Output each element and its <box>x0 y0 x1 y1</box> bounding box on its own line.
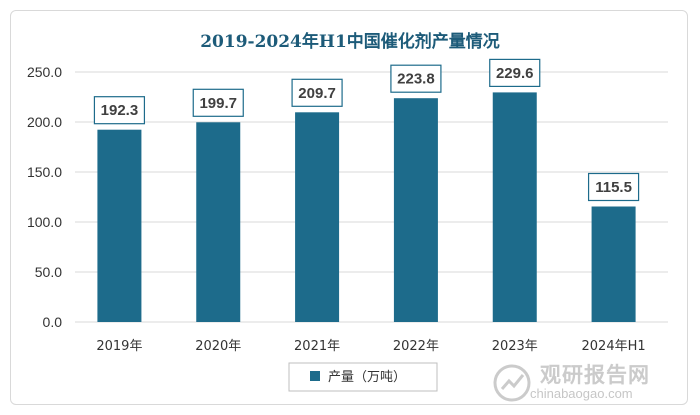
x-tick-label: 2020年 <box>195 339 241 354</box>
bar <box>591 206 636 322</box>
y-tick-label: 100.0 <box>27 214 62 230</box>
x-tick-label: 2019年 <box>96 339 142 354</box>
data-label-box <box>489 58 541 88</box>
data-label: 223.8 <box>397 71 435 88</box>
y-tick-label: 50.0 <box>35 264 62 280</box>
y-tick-label: 200.0 <box>27 114 62 130</box>
data-label: 229.6 <box>496 65 534 82</box>
x-tick-label: 2022年 <box>393 339 439 354</box>
x-axis: 2019年 2020年 2021年 2022年 2023年 2024年H1 <box>96 339 645 354</box>
data-label: 115.5 <box>595 179 632 196</box>
legend-label: 产量（万吨） <box>328 370 406 385</box>
data-label: 199.7 <box>199 95 237 112</box>
bar <box>492 92 537 323</box>
y-axis: 0.0 50.0 100.0 150.0 200.0 250.0 <box>27 64 62 330</box>
y-tick-label: 0.0 <box>43 314 63 330</box>
data-label-box <box>291 78 343 107</box>
data-label: 192.3 <box>101 102 139 119</box>
y-tick-label: 250.0 <box>27 64 62 80</box>
x-tick-label: 2024年H1 <box>582 339 646 354</box>
bar <box>393 98 438 322</box>
chart-title: 2019-2024年H1中国催化剂产量情况 <box>200 31 500 52</box>
y-tick-label: 150.0 <box>27 164 62 180</box>
bar <box>97 129 142 322</box>
data-labels: 192.3 199.7 209.7 223.8 229.6 115.5 <box>93 58 640 202</box>
data-label-box <box>587 172 640 202</box>
legend-swatch <box>310 371 320 381</box>
data-label: 209.7 <box>298 85 336 102</box>
bars <box>97 92 636 323</box>
data-label-box <box>390 64 442 93</box>
bar <box>295 112 340 322</box>
grid-lines <box>75 71 668 323</box>
x-tick-label: 2021年 <box>294 339 340 354</box>
bar <box>196 122 241 322</box>
data-label-box <box>93 96 146 125</box>
x-tick-label: 2023年 <box>492 339 538 354</box>
data-label-box <box>192 88 244 117</box>
legend: 产量（万吨） <box>288 362 438 392</box>
